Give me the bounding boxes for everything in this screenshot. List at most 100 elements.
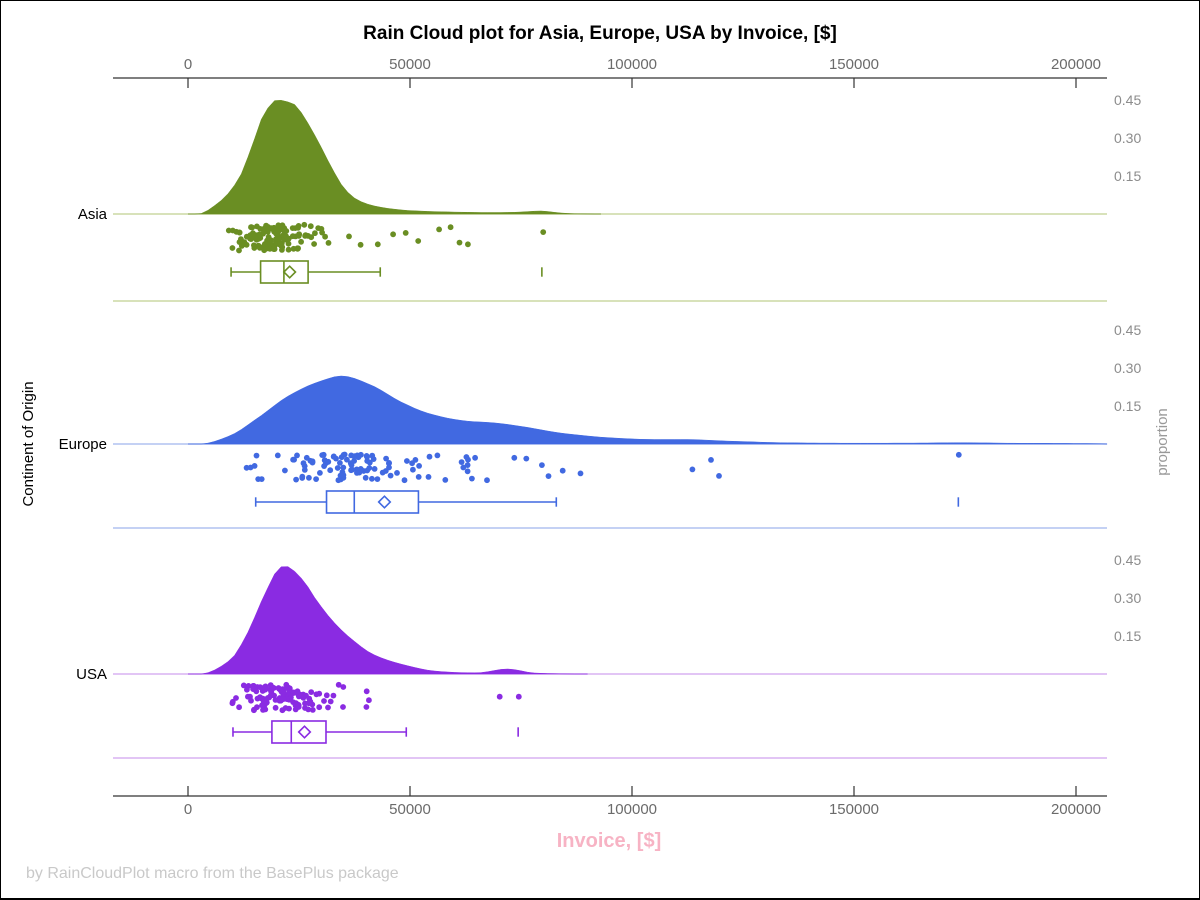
rain-point xyxy=(294,452,300,459)
rain-points xyxy=(229,681,522,714)
rain-point xyxy=(458,459,465,465)
proportion-tick-label: 0.15 xyxy=(1114,628,1141,644)
rain-point xyxy=(337,460,343,466)
rain-point xyxy=(401,477,408,484)
rain-point xyxy=(280,696,287,702)
rain-point xyxy=(374,476,381,482)
rain-point xyxy=(272,697,279,703)
rain-point xyxy=(312,230,318,237)
rain-point xyxy=(362,474,369,481)
rain-point xyxy=(357,241,364,248)
density-curve xyxy=(187,375,1108,445)
rain-point xyxy=(386,460,392,466)
rain-point xyxy=(327,698,334,705)
rain-point xyxy=(689,466,696,473)
rain-point xyxy=(283,233,289,240)
rain-point xyxy=(327,467,334,474)
rain-point xyxy=(394,470,400,476)
rain-point xyxy=(340,464,347,471)
rain-point xyxy=(305,233,311,239)
rain-point xyxy=(229,245,236,251)
rain-point xyxy=(285,246,292,253)
rain-points xyxy=(243,451,962,484)
rain-point xyxy=(260,226,267,232)
y-axis-right-title: proportion xyxy=(1154,408,1171,476)
category-label: Asia xyxy=(78,206,108,223)
rain-point xyxy=(236,704,243,711)
rain-point xyxy=(469,475,475,482)
box-mean-diamond xyxy=(297,725,312,739)
rain-point xyxy=(301,221,308,228)
rain-point xyxy=(347,460,354,467)
rain-point xyxy=(540,229,547,236)
rain-point xyxy=(290,245,297,252)
category-label: USA xyxy=(76,666,107,683)
band-asia: 0.15 0.30 0.45 Asia xyxy=(78,92,1141,302)
rain-point xyxy=(410,466,416,473)
rain-point xyxy=(344,456,350,463)
rain-point xyxy=(285,240,292,247)
rain-point xyxy=(313,476,319,482)
rain-point xyxy=(330,692,337,699)
rain-point xyxy=(346,233,352,240)
rain-point xyxy=(316,690,323,697)
x-axis-bottom-tick-label: 100000 xyxy=(607,801,657,818)
rain-point xyxy=(511,454,518,461)
rain-point xyxy=(323,692,330,699)
density-curve xyxy=(187,100,602,215)
rain-point xyxy=(340,451,347,458)
rain-point xyxy=(236,229,243,236)
rain-point xyxy=(236,239,243,246)
rain-point xyxy=(340,684,347,690)
rain-point xyxy=(267,692,274,699)
rain-point xyxy=(545,473,552,479)
rain-point xyxy=(366,459,373,466)
rain-point xyxy=(309,707,316,713)
rain-point xyxy=(354,470,360,476)
density-curve xyxy=(187,566,588,675)
rain-point xyxy=(279,707,286,714)
rain-point xyxy=(425,474,432,480)
rain-point xyxy=(262,683,269,690)
rain-point xyxy=(463,454,470,460)
rain-point xyxy=(274,231,280,238)
rain-point xyxy=(257,684,264,691)
rain-point xyxy=(955,451,962,458)
rain-point xyxy=(577,470,584,477)
band-europe: 0.15 0.30 0.45 Europe xyxy=(59,322,1141,529)
rain-point xyxy=(270,246,277,253)
rain-point xyxy=(260,707,266,713)
rain-point xyxy=(316,704,323,711)
x-axis-bottom-tick-label: 150000 xyxy=(829,801,879,818)
proportion-tick-label: 0.30 xyxy=(1114,360,1141,376)
rain-point xyxy=(298,238,304,245)
axes-layer: 0 0 50000 50000 100000 100000 150000 150000 2000… xyxy=(113,56,1107,818)
x-axis-bottom-tick-label: 0 xyxy=(184,801,192,818)
rain-point xyxy=(325,704,331,711)
rain-point xyxy=(244,686,250,693)
rain-point xyxy=(320,451,327,458)
rain-point xyxy=(319,229,325,236)
rain-point xyxy=(274,452,281,459)
rain-point xyxy=(295,701,302,708)
proportion-tick-label: 0.30 xyxy=(1114,130,1141,146)
rain-point xyxy=(308,689,315,695)
rain-point xyxy=(309,459,316,466)
y-axis-left-title: Continent of Origin xyxy=(20,381,37,506)
rain-point xyxy=(254,695,261,702)
rain-point xyxy=(286,687,293,693)
proportion-tick-label: 0.45 xyxy=(1114,552,1141,568)
rain-point xyxy=(404,458,410,464)
rain-point xyxy=(293,476,299,483)
rain-point xyxy=(296,231,303,238)
rain-point xyxy=(272,704,279,711)
x-axis-bottom-tick-label: 50000 xyxy=(389,801,431,818)
rain-point xyxy=(325,458,332,465)
box-plot xyxy=(230,260,543,284)
rain-point xyxy=(402,230,409,236)
rain-point xyxy=(258,476,265,482)
rain-points xyxy=(225,221,547,254)
rain-point xyxy=(249,224,256,231)
rain-point xyxy=(262,241,268,247)
box-mean-diamond xyxy=(282,265,297,279)
